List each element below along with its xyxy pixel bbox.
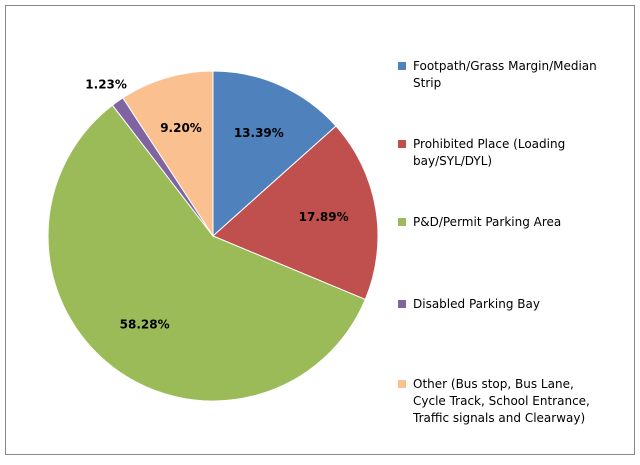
pie-slice — [122, 70, 214, 238]
legend-label: Prohibited Place (Loading bay/SYL/DYL) — [413, 137, 566, 168]
legend-entry: Footpath/Grass Margin/Median Strip — [398, 58, 603, 92]
legend-label: Disabled Parking Bay — [413, 297, 540, 311]
legend-entry: Other (Bus stop, Bus Lane, Cycle Track, … — [398, 376, 603, 427]
pie-slice — [47, 104, 366, 402]
data-label: 1.23% — [85, 78, 127, 92]
pie-slice — [212, 125, 379, 301]
data-label: 17.89% — [299, 210, 349, 224]
legend-swatch — [398, 62, 406, 70]
legend-swatch — [398, 300, 406, 308]
legend-label: Other (Bus stop, Bus Lane, Cycle Track, … — [413, 377, 590, 425]
legend-label: P&D/Permit Parking Area — [413, 215, 562, 229]
data-label: 13.39% — [234, 126, 284, 140]
pie-slice — [212, 70, 337, 238]
data-label: 58.28% — [120, 317, 170, 331]
legend-entry: P&D/Permit Parking Area — [398, 214, 603, 231]
legend-label: Footpath/Grass Margin/Median Strip — [413, 59, 597, 90]
legend-entry: Disabled Parking Bay — [398, 296, 603, 313]
data-label: 9.20% — [160, 121, 202, 135]
legend-swatch — [398, 218, 406, 226]
legend-entry: Prohibited Place (Loading bay/SYL/DYL) — [398, 136, 603, 170]
legend-swatch — [398, 140, 406, 148]
legend-swatch — [398, 380, 406, 388]
